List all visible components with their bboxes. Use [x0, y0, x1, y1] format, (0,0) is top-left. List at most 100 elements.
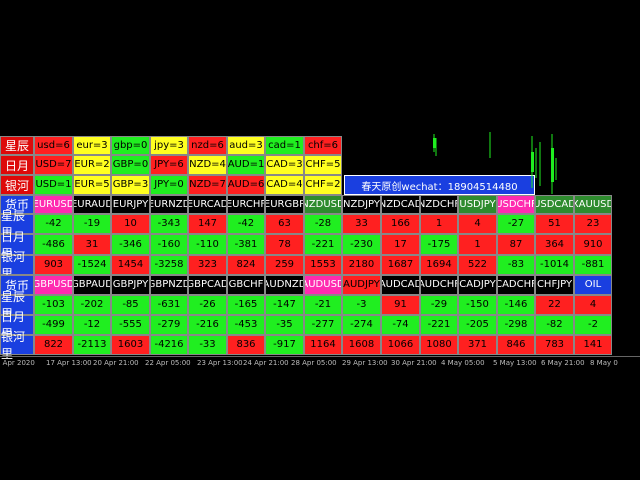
value-cell: -221 — [304, 234, 342, 255]
pair-header: CADCHF — [497, 275, 535, 295]
pair-header: USDCAD — [535, 195, 574, 214]
strength-cell: nzd=6 — [188, 136, 227, 155]
value-cell: 783 — [535, 335, 574, 355]
value-cell: 903 — [34, 255, 73, 275]
value-cell: -381 — [227, 234, 265, 255]
value-cell: -202 — [73, 295, 111, 315]
value-cell: 1 — [420, 214, 458, 234]
value-cell: -21 — [304, 295, 342, 315]
value-cell: 31 — [73, 234, 111, 255]
value-cell: -453 — [227, 315, 265, 335]
strength-cell: jpy=3 — [150, 136, 188, 155]
value-cell: 166 — [381, 214, 420, 234]
value-cell: -221 — [420, 315, 458, 335]
value-cell: 364 — [535, 234, 574, 255]
axis-tick-label: 30 Apr 21:00 — [391, 359, 437, 367]
pair-header: NZDUSD — [304, 195, 342, 214]
strength-cell: EUR=5 — [73, 175, 111, 195]
value-cell: 1080 — [420, 335, 458, 355]
value-cell: 33 — [342, 214, 381, 234]
value-cell: 10 — [111, 214, 150, 234]
axis-tick-label: 5 May 13:00 — [493, 359, 537, 367]
strength-cell: AUD=1 — [227, 155, 265, 175]
pair-header: GBCHF — [227, 275, 265, 295]
strength-cell: chf=6 — [304, 136, 342, 155]
value-cell: -881 — [574, 255, 612, 275]
axis-tick-label: 17 Apr 13:00 — [46, 359, 92, 367]
value-cell: 824 — [227, 255, 265, 275]
strength-cell: usd=6 — [34, 136, 73, 155]
pair-header: CHFJPY — [535, 275, 574, 295]
value-cell: -33 — [188, 335, 227, 355]
axis-tick-label: 8 May 0 — [590, 359, 618, 367]
value-cell: -74 — [381, 315, 420, 335]
value-cell: 141 — [574, 335, 612, 355]
value-cell: -150 — [458, 295, 497, 315]
strength-cell: AUD=6 — [227, 175, 265, 195]
strength-cell: CAD=3 — [265, 155, 304, 175]
axis-tick-label: 29 Apr 13:00 — [342, 359, 388, 367]
value-cell: 1 — [458, 234, 497, 255]
pair-header: GBPUSD — [34, 275, 73, 295]
pair-header: EURCHF — [227, 195, 265, 214]
value-cell: -82 — [535, 315, 574, 335]
value-cell: -4216 — [150, 335, 188, 355]
value-cell: 1454 — [111, 255, 150, 275]
value-cell: 87 — [497, 234, 535, 255]
wechat-banner: 春天原创wechat：18904514480 — [344, 175, 535, 195]
value-cell: 17 — [381, 234, 420, 255]
strength-cell: GBP=3 — [111, 175, 150, 195]
label-currency-1: 货币 — [0, 195, 34, 214]
value-cell: -486 — [34, 234, 73, 255]
value-cell: 259 — [265, 255, 304, 275]
axis-tick-label: 23 Apr 13:00 — [197, 359, 243, 367]
value-cell: -160 — [150, 234, 188, 255]
axis-line — [0, 356, 640, 357]
value-cell: -146 — [497, 295, 535, 315]
strength-cell: NZD=7 — [188, 175, 227, 195]
pair-header: CADJPY — [458, 275, 497, 295]
value-cell: -274 — [342, 315, 381, 335]
axis-tick-label: 6 May 21:00 — [541, 359, 585, 367]
label-galaxy-long-2: 银河里 — [0, 330, 34, 361]
value-cell: -917 — [265, 335, 304, 355]
pair-header: OIL — [574, 275, 612, 295]
value-cell: 846 — [497, 335, 535, 355]
pair-header: EURUSD — [34, 195, 73, 214]
value-cell: -27 — [497, 214, 535, 234]
value-cell: -85 — [111, 295, 150, 315]
axis-tick-label: 22 Apr 05:00 — [145, 359, 191, 367]
value-cell: 522 — [458, 255, 497, 275]
value-cell: 51 — [535, 214, 574, 234]
label-galaxy-long-1: 银河里 — [0, 250, 34, 281]
pair-header: EURJPY — [111, 195, 150, 214]
value-cell: -3 — [342, 295, 381, 315]
pair-header: AUDCHF — [420, 275, 458, 295]
strength-cell: aud=3 — [227, 136, 265, 155]
value-cell: -1524 — [73, 255, 111, 275]
value-cell: -279 — [150, 315, 188, 335]
value-cell: -1014 — [535, 255, 574, 275]
value-cell: -346 — [111, 234, 150, 255]
value-cell: -26 — [188, 295, 227, 315]
value-cell: -555 — [111, 315, 150, 335]
strength-cell: GBP=0 — [111, 155, 150, 175]
value-cell: -205 — [458, 315, 497, 335]
value-cell: -3258 — [150, 255, 188, 275]
value-cell: -277 — [304, 315, 342, 335]
strength-cell: gbp=0 — [111, 136, 150, 155]
strength-cell: NZD=4 — [188, 155, 227, 175]
value-cell: -216 — [188, 315, 227, 335]
strength-cell: CHF=5 — [304, 155, 342, 175]
pair-header: EURCAD — [188, 195, 227, 214]
label-galaxy: 银河 — [0, 175, 34, 195]
value-cell: 78 — [265, 234, 304, 255]
label-star: 星辰 — [0, 136, 34, 155]
value-cell: -42 — [34, 214, 73, 234]
axis-tick-label: 28 Apr 05:00 — [291, 359, 337, 367]
value-cell: 822 — [34, 335, 73, 355]
value-cell: 1687 — [381, 255, 420, 275]
label-sun-long-1: 日月里 — [0, 230, 34, 261]
value-cell: -175 — [420, 234, 458, 255]
axis-tick-label: 20 Apr 21:00 — [93, 359, 139, 367]
